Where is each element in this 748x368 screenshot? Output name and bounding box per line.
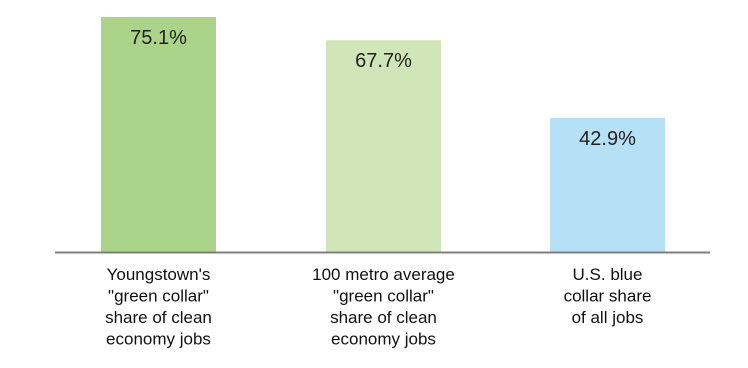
category-label-3-line-2: collar share [564, 287, 652, 306]
category-label-2-line-1: 100 metro average [312, 265, 455, 284]
bar-2 [326, 40, 441, 252]
category-label-1-line-3: share of clean [105, 308, 212, 327]
category-label-2-line-2: "green collar" [333, 287, 434, 306]
category-label-1-line-4: economy jobs [106, 330, 211, 349]
category-label-2-line-4: economy jobs [331, 330, 436, 349]
category-label-3-line-1: U.S. blue [573, 265, 643, 284]
bar-value-label-1: 75.1% [130, 27, 187, 49]
category-label-2-line-3: share of clean [330, 308, 437, 327]
category-label-1-line-2: "green collar" [108, 287, 209, 306]
category-label-3-line-3: of all jobs [572, 308, 644, 327]
bar-1 [101, 17, 216, 253]
bar-value-label-2: 67.7% [355, 50, 412, 72]
category-label-1-line-1: Youngstown's [107, 265, 211, 284]
bar-value-label-3: 42.9% [579, 128, 636, 150]
bar-3 [550, 117, 665, 252]
